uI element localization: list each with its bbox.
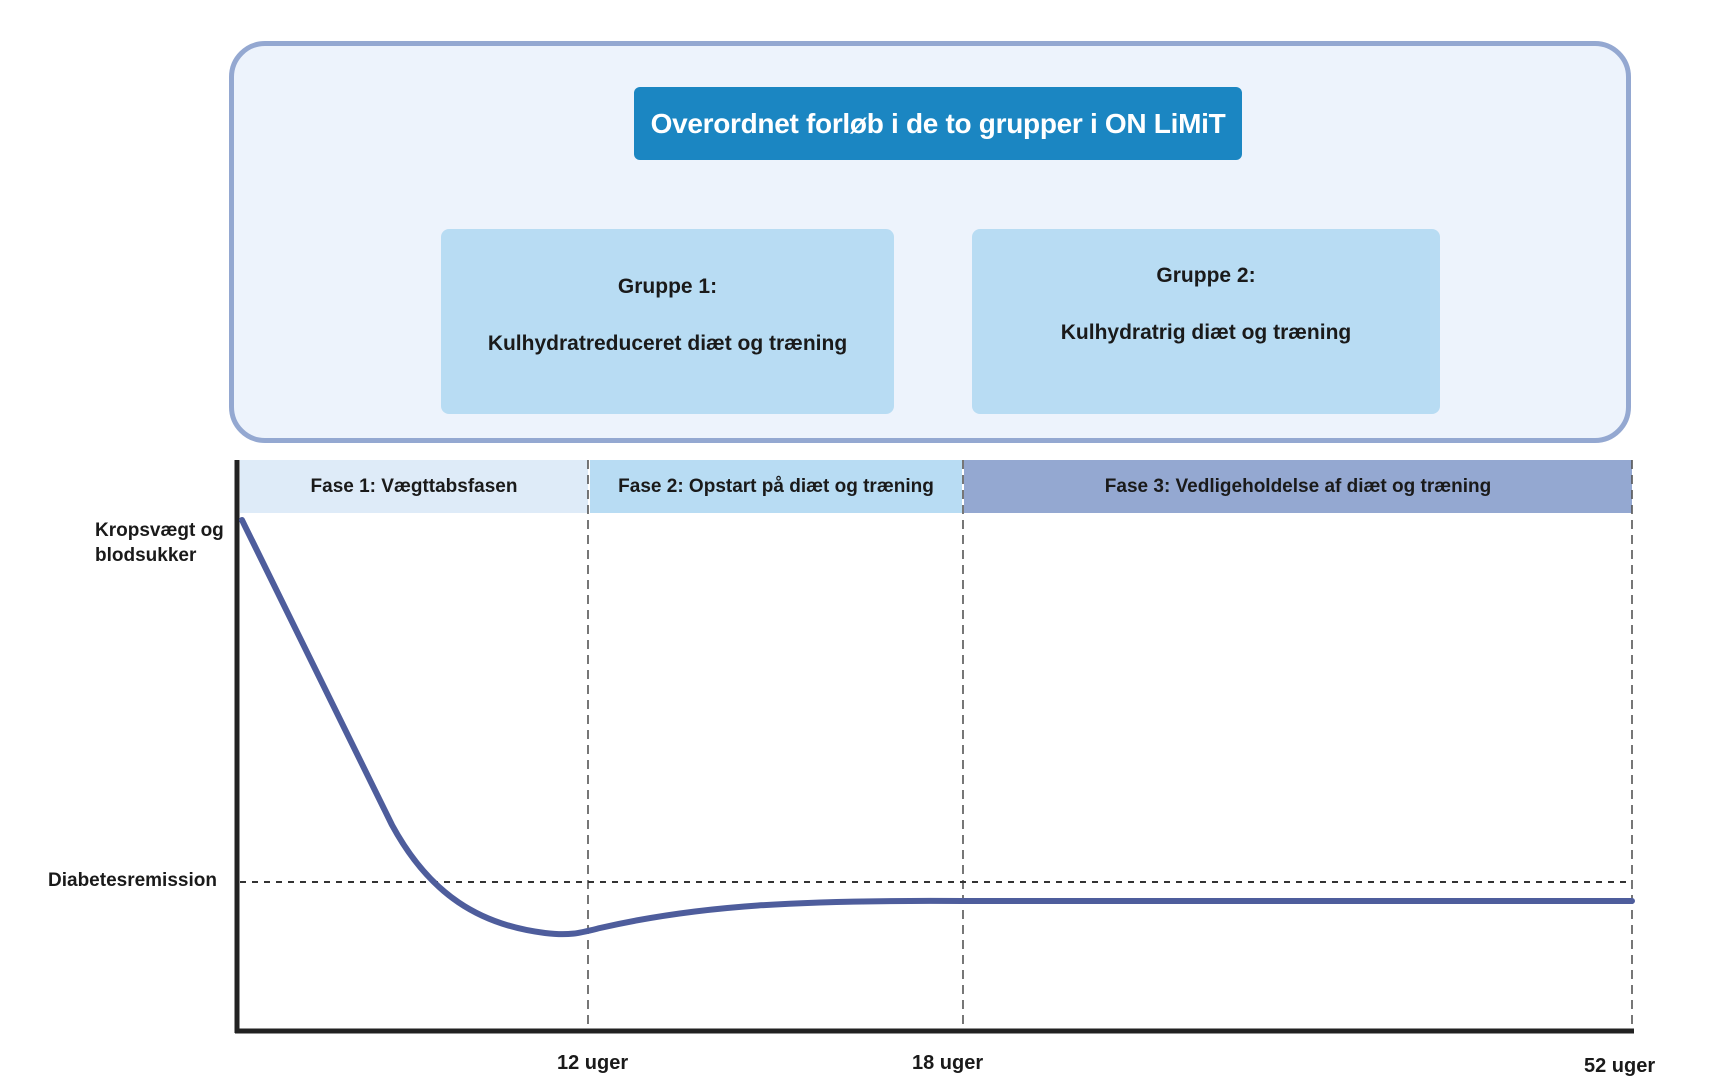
phase-1-band: Fase 1: Vægttabsfasen [240, 460, 588, 513]
x-tick-12-weeks: 12 uger [557, 1052, 629, 1074]
group-1-card: Gruppe 1: Kulhydratreduceret diæt og træ… [441, 229, 894, 414]
group-2-label: Gruppe 2: [1156, 264, 1256, 287]
phase-2-band: Fase 2: Opstart på diæt og træning [590, 460, 962, 513]
x-tick-52-weeks: 52 uger [1584, 1055, 1656, 1077]
group-2-description: Kulhydratrig diæt og træning [1060, 321, 1352, 344]
y-axis-top-label: Kropsvægt og blodsukker [95, 520, 224, 566]
group-1-label: Gruppe 1: [617, 275, 718, 298]
y-axis-remission-label: Diabetesremission [48, 870, 217, 891]
phase-3-band: Fase 3: Vedligeholdelse af diæt og træni… [964, 460, 1632, 513]
group-2-card: Gruppe 2: Kulhydratrig diæt og træning [972, 229, 1440, 414]
diagram-title: Overordnet forløb i de to grupper i ON L… [634, 87, 1242, 160]
trend-curve [239, 517, 1635, 938]
group-1-description: Kulhydratreduceret diæt og træning [487, 332, 848, 355]
x-tick-18-weeks: 18 uger [912, 1052, 984, 1074]
